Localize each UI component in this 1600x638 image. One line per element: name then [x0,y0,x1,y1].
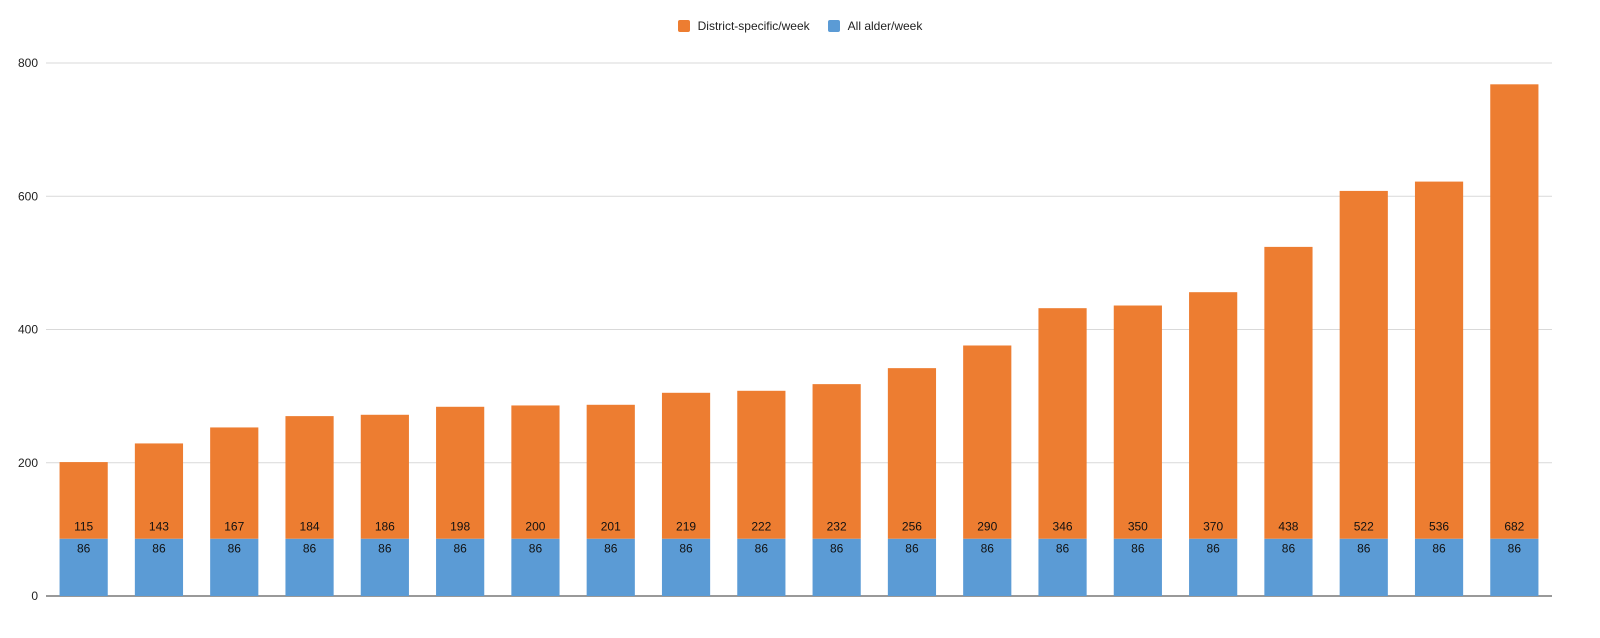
data-label-district-specific-20: 682 [1504,520,1524,534]
data-label-district-specific-6: 198 [450,520,470,534]
bar-district-specific-11[interactable] [812,384,861,539]
data-label-all-alder-9: 86 [679,542,693,556]
data-label-district-specific-14: 346 [1053,520,1073,534]
legend-item-district-specific[interactable]: District-specific/week [677,19,810,33]
bar-all-alder-13[interactable] [963,538,1012,596]
data-label-all-alder-18: 86 [1357,542,1371,556]
bar-district-specific-12[interactable] [887,368,937,539]
bar-district-specific-18[interactable] [1339,190,1388,539]
data-label-all-alder-10: 86 [755,542,769,556]
data-label-district-specific-19: 536 [1429,520,1449,534]
bar-district-specific-5[interactable] [360,414,409,539]
bar-all-alder-1[interactable] [59,538,108,596]
data-label-district-specific-11: 232 [827,520,847,534]
data-label-district-specific-8: 201 [601,520,621,534]
bar-all-alder-3[interactable] [210,538,259,596]
data-label-all-alder-15: 86 [1131,542,1145,556]
data-label-all-alder-17: 86 [1282,542,1296,556]
data-label-all-alder-20: 86 [1508,542,1522,556]
data-label-all-alder-3: 86 [228,542,242,556]
bar-all-alder-7[interactable] [511,538,560,596]
y-tick-label-600: 600 [18,189,38,203]
bar-all-alder-17[interactable] [1264,538,1313,596]
bar-all-alder-4[interactable] [285,538,334,596]
bar-all-alder-6[interactable] [436,538,485,596]
bar-district-specific-15[interactable] [1113,305,1162,539]
data-label-district-specific-13: 290 [977,520,997,534]
bar-district-specific-7[interactable] [511,405,560,539]
y-tick-label-400: 400 [18,323,38,337]
bar-all-alder-19[interactable] [1414,538,1464,596]
bar-district-specific-1[interactable] [59,462,108,539]
bar-all-alder-14[interactable] [1038,538,1087,596]
legend-item-all-alder[interactable]: All alder/week [827,19,923,33]
bar-district-specific-20[interactable] [1490,84,1539,539]
data-label-all-alder-6: 86 [453,542,467,556]
data-label-district-specific-15: 350 [1128,520,1148,534]
data-label-all-alder-11: 86 [830,542,844,556]
data-label-all-alder-2: 86 [152,542,166,556]
data-label-district-specific-16: 370 [1203,520,1223,534]
bar-district-specific-19[interactable] [1414,181,1464,539]
data-label-district-specific-10: 222 [751,520,771,534]
bar-district-specific-4[interactable] [285,416,334,539]
bar-district-specific-17[interactable] [1264,246,1313,539]
data-label-all-alder-8: 86 [604,542,618,556]
bar-all-alder-5[interactable] [360,538,409,596]
data-label-all-alder-14: 86 [1056,542,1070,556]
y-tick-label-0: 0 [31,589,38,603]
bar-all-alder-12[interactable] [887,538,937,596]
data-label-all-alder-12: 86 [905,542,919,556]
legend-label-district-specific: District-specific/week [697,19,810,33]
data-label-district-specific-4: 184 [300,520,320,534]
bar-all-alder-9[interactable] [661,538,711,596]
data-label-all-alder-13: 86 [981,542,995,556]
legend-swatch-all-alder [827,20,840,32]
bar-all-alder-10[interactable] [737,538,786,596]
data-label-all-alder-19: 86 [1432,542,1446,556]
bar-all-alder-16[interactable] [1189,538,1238,596]
data-label-all-alder-1: 86 [77,542,91,556]
data-label-all-alder-7: 86 [529,542,543,556]
bar-district-specific-16[interactable] [1189,292,1238,539]
bar-district-specific-9[interactable] [661,392,711,539]
bar-all-alder-15[interactable] [1113,538,1162,596]
bar-district-specific-6[interactable] [436,406,485,539]
bar-district-specific-8[interactable] [586,404,635,539]
data-label-district-specific-1: 115 [74,520,93,534]
bar-district-specific-14[interactable] [1038,308,1087,539]
bar-district-specific-2[interactable] [134,443,184,539]
legend-label-all-alder: All alder/week [847,19,923,33]
data-label-district-specific-2: 143 [149,520,169,534]
data-label-district-specific-12: 256 [902,520,922,534]
bar-all-alder-20[interactable] [1490,538,1539,596]
chart-legend: District-specific/week All alder/week [0,19,1600,33]
bar-district-specific-10[interactable] [737,390,786,539]
y-tick-label-200: 200 [18,456,38,470]
data-label-all-alder-16: 86 [1206,542,1220,556]
bar-all-alder-11[interactable] [812,538,861,596]
data-label-district-specific-9: 219 [676,520,696,534]
bar-all-alder-18[interactable] [1339,538,1388,596]
bar-district-specific-13[interactable] [963,345,1012,539]
data-label-district-specific-5: 186 [375,520,395,534]
legend-swatch-district-specific [677,20,690,32]
y-tick-label-800: 800 [18,56,38,70]
bar-district-specific-3[interactable] [210,427,259,539]
data-label-district-specific-3: 167 [224,520,244,534]
data-label-all-alder-5: 86 [378,542,392,556]
bar-all-alder-2[interactable] [134,538,184,596]
data-label-district-specific-17: 438 [1278,520,1298,534]
bar-all-alder-8[interactable] [586,538,635,596]
data-label-district-specific-7: 200 [525,520,545,534]
data-label-all-alder-4: 86 [303,542,317,556]
data-label-district-specific-18: 522 [1354,520,1374,534]
